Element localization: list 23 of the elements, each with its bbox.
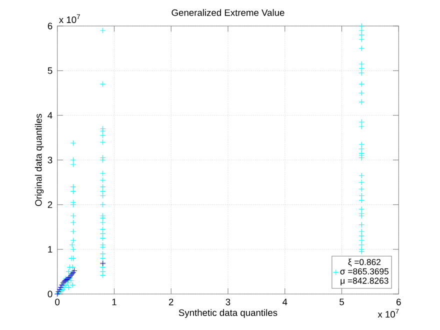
- x-tick-label: 4: [282, 298, 288, 306]
- y-tick-label: 0: [48, 290, 52, 298]
- annotation: σ =865.3695: [340, 268, 389, 274]
- x-tick-label: 2: [168, 298, 174, 306]
- y-tick-label: 4: [48, 112, 52, 119]
- y-tick-label: 1: [48, 246, 52, 253]
- x-tick-label: 1: [112, 298, 116, 306]
- text: x 10$^{7}$: [59, 14, 80, 24]
- y-tick-label: 3: [48, 156, 52, 164]
- y-tick-label: 6: [48, 22, 52, 30]
- x-tick-label: 3: [226, 298, 230, 306]
- chart-title: Generalized Extreme Value: [172, 9, 284, 16]
- annotation: μ =842.8263: [340, 278, 388, 286]
- point: [71, 268, 78, 274]
- x-tick-label: 5: [340, 298, 344, 306]
- x-axis-title: Synthetic data quantiles: [178, 309, 278, 318]
- annotation: ξ =0.862: [348, 258, 380, 267]
- y-tick-label: 2: [48, 201, 52, 208]
- x-tick-label: 6: [396, 298, 401, 306]
- text: x 10$^{7}$: [378, 308, 399, 318]
- y-axis-title: Original data quantiles: [34, 114, 44, 206]
- x-tick-label: 0: [55, 298, 60, 306]
- y-tick-label: 5: [48, 67, 52, 74]
